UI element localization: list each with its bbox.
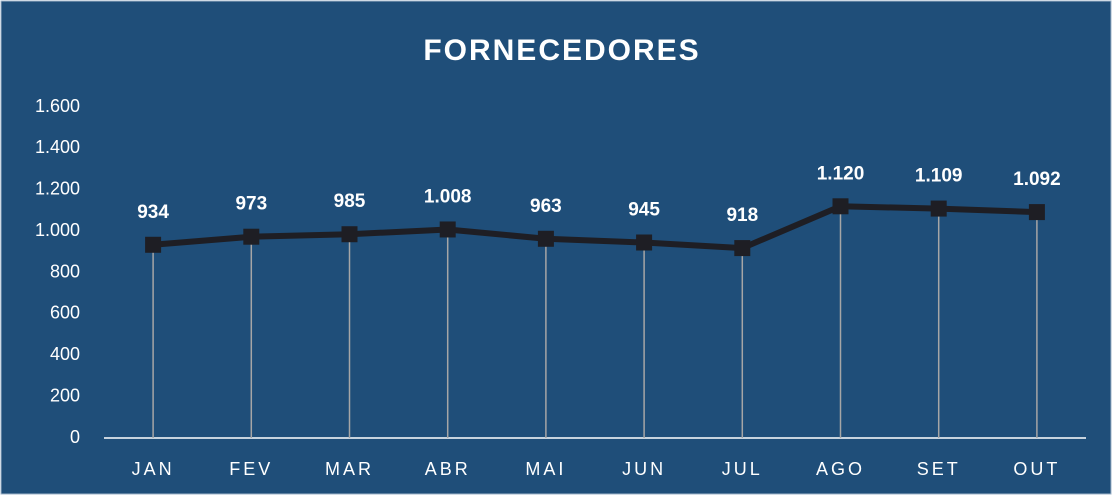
x-tick-label: MAI: [525, 459, 566, 479]
y-tick-label: 1.000: [35, 220, 80, 240]
data-label: 973: [235, 194, 267, 215]
data-label: 934: [137, 202, 169, 223]
marker: [636, 234, 653, 251]
x-tick-label: AGO: [816, 459, 865, 479]
data-label: 945: [628, 200, 660, 221]
x-tick-label: JUL: [722, 459, 763, 479]
chart-title: FORNECEDORES: [423, 34, 700, 67]
x-tick-label: JAN: [132, 459, 175, 479]
marker: [243, 228, 260, 245]
data-label: 918: [726, 205, 758, 226]
y-tick-label: 600: [50, 303, 80, 323]
x-tick-label: MAR: [325, 459, 374, 479]
marker: [734, 240, 751, 257]
data-label: 1.120: [817, 163, 865, 184]
x-tick-label: OUT: [1013, 459, 1060, 479]
y-tick-label: 1.200: [35, 179, 80, 199]
y-tick-label: 0: [70, 427, 80, 447]
marker: [1028, 204, 1045, 221]
y-tick-label: 1.600: [35, 96, 80, 116]
data-label: 963: [530, 196, 562, 217]
marker: [930, 200, 947, 217]
data-label: 1.092: [1013, 169, 1061, 190]
y-tick-label: 800: [50, 261, 80, 281]
x-tick-label: JUN: [622, 459, 666, 479]
marker: [341, 226, 358, 243]
marker: [537, 230, 554, 247]
marker: [145, 236, 162, 253]
y-tick-label: 200: [50, 385, 80, 405]
x-tick-label: SET: [917, 459, 961, 479]
y-tick-label: 1.400: [35, 137, 80, 157]
marker: [439, 221, 456, 238]
x-tick-label: ABR: [425, 459, 471, 479]
x-tick-label: FEV: [229, 459, 273, 479]
line: [152, 203, 1038, 252]
data-label: 1.109: [915, 166, 963, 187]
data-label: 1.008: [424, 186, 472, 207]
y-tick-label: 400: [50, 344, 80, 364]
data-label: 985: [334, 191, 366, 212]
marker: [832, 198, 849, 215]
